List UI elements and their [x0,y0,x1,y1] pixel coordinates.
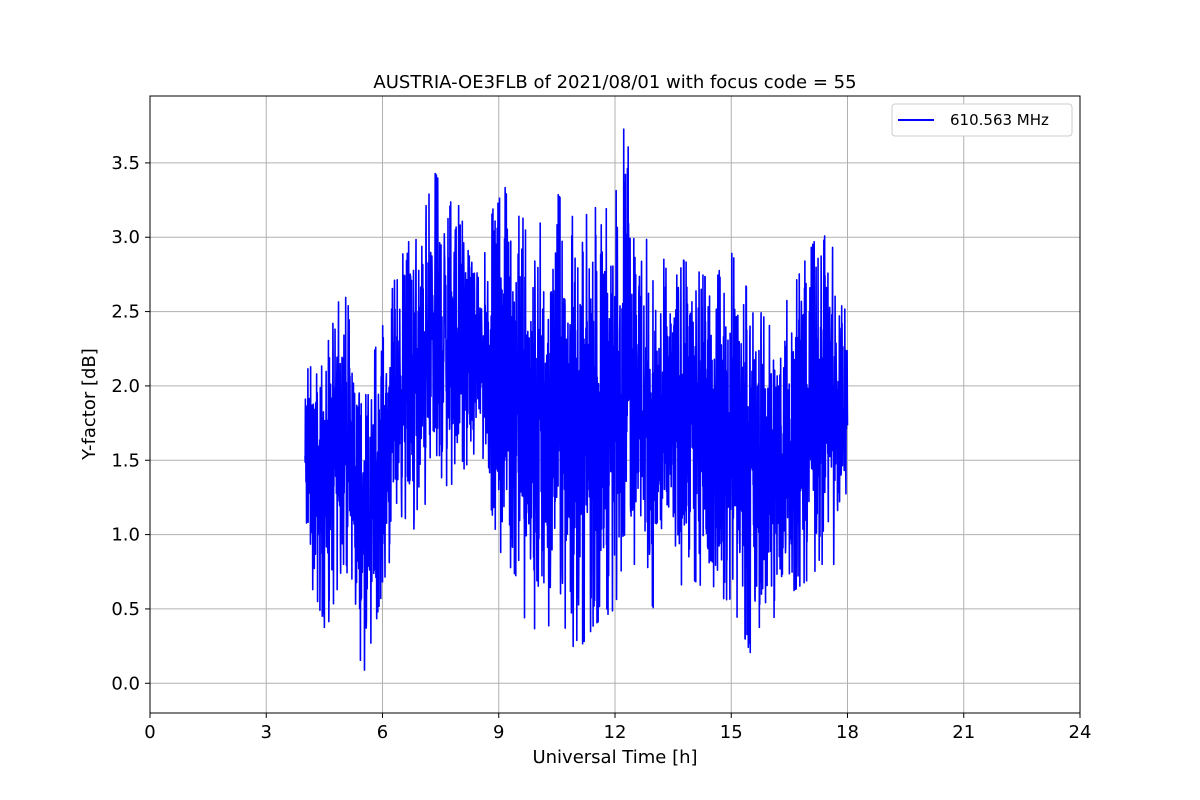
x-tick-label: 12 [604,722,627,743]
series-line-610-563-mhz [304,128,849,671]
x-tick-label: 0 [144,722,155,743]
series-layer [304,128,849,671]
y-tick-label: 1.5 [111,450,140,471]
legend-box [891,103,1073,137]
y-tick-label: 0.0 [111,673,140,694]
legend: 610.563 MHz [891,103,1073,137]
y-tick-label: 3.0 [111,227,140,248]
y-tick-label: 0.5 [111,599,140,620]
y-axis: 0.0 0.5 1.0 1.5 2.0 2.5 3.0 3.5 [111,153,150,694]
x-tick-label: 18 [836,722,859,743]
x-tick-label: 6 [377,722,388,743]
y-tick-label: 3.5 [111,153,140,174]
y-tick-label: 1.0 [111,525,140,546]
x-tick-label: 24 [1069,722,1092,743]
chart-title: AUSTRIA-OE3FLB of 2021/08/01 with focus … [373,72,856,93]
x-tick-label: 9 [493,722,504,743]
y-tick-label: 2.0 [111,376,140,397]
x-tick-label: 21 [952,722,975,743]
x-axis-label: Universal Time [h] [532,747,697,768]
x-tick-label: 3 [261,722,272,743]
y-axis-label: Y-factor [dB] [79,348,100,461]
y-tick-label: 2.5 [111,302,140,323]
x-axis: 0 3 6 9 12 15 18 21 24 [144,713,1091,743]
legend-label: 610.563 MHz [950,111,1049,129]
x-tick-label: 15 [720,722,743,743]
